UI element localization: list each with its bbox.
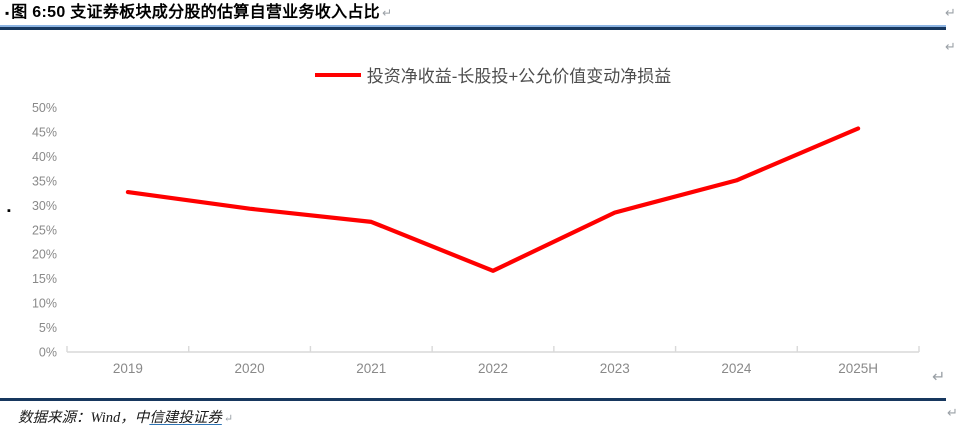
y-axis-tick-label: 15% (32, 272, 57, 286)
footer-divider (0, 398, 946, 401)
y-axis-tick-label: 40% (32, 150, 57, 164)
y-axis-tick-label: 45% (32, 125, 57, 139)
y-axis-tick-label: 0% (39, 346, 57, 360)
data-source-text: 数据来源：Wind，中 (18, 410, 150, 426)
x-axis-tick-label: 2022 (478, 361, 508, 376)
page-title: 图 6:50 支证券板块成分股的估算自营业务收入占比 (11, 4, 380, 21)
x-axis-tick-label: 2025H (838, 361, 878, 376)
x-axis-tick-label: 2021 (356, 361, 386, 376)
paragraph-return-icon: ↵ (223, 413, 234, 425)
paragraph-return-icon: ↵ (945, 39, 956, 54)
x-axis-tick-label: 2019 (113, 361, 143, 376)
figure-heading: ▪ 图 6:50 支证券板块成分股的估算自营业务收入占比 ↵ (5, 3, 955, 23)
series-line (125, 126, 861, 273)
data-source-line: 数据来源：Wind，中信建投证券 ↵ (18, 406, 233, 429)
paragraph-return-icon: ↵ (932, 369, 946, 386)
paragraph-return-icon: ↵ (381, 6, 393, 20)
y-axis-tick-label: 25% (32, 223, 57, 237)
data-source-link[interactable]: 信建投证券 (149, 410, 222, 426)
y-axis-tick-label: 20% (32, 248, 57, 262)
y-axis-tick-label: 30% (32, 199, 57, 213)
x-axis-tick-label: 2024 (721, 361, 752, 376)
y-axis-tick-label: 10% (32, 297, 57, 311)
chart-legend: 投资净收益-长股投+公允价值变动净损益 (67, 62, 919, 87)
header-divider (0, 25, 946, 30)
x-axis-tick-label: 2020 (235, 361, 265, 376)
bullet-square-icon: ▪ (5, 6, 10, 20)
anchor-square-icon: ▪ (7, 205, 11, 217)
x-axis-tick-label: 2023 (600, 361, 630, 376)
y-axis-tick-label: 5% (39, 321, 57, 335)
paragraph-return-icon: ↵ (945, 5, 956, 20)
paragraph-return-icon: ↵ (947, 405, 958, 420)
legend-line-swatch (314, 72, 361, 77)
legend-label: 投资净收益-长股投+公允价值变动净损益 (366, 67, 672, 86)
y-axis-tick-label: 50% (32, 101, 57, 115)
y-axis-tick-label: 35% (32, 174, 57, 188)
